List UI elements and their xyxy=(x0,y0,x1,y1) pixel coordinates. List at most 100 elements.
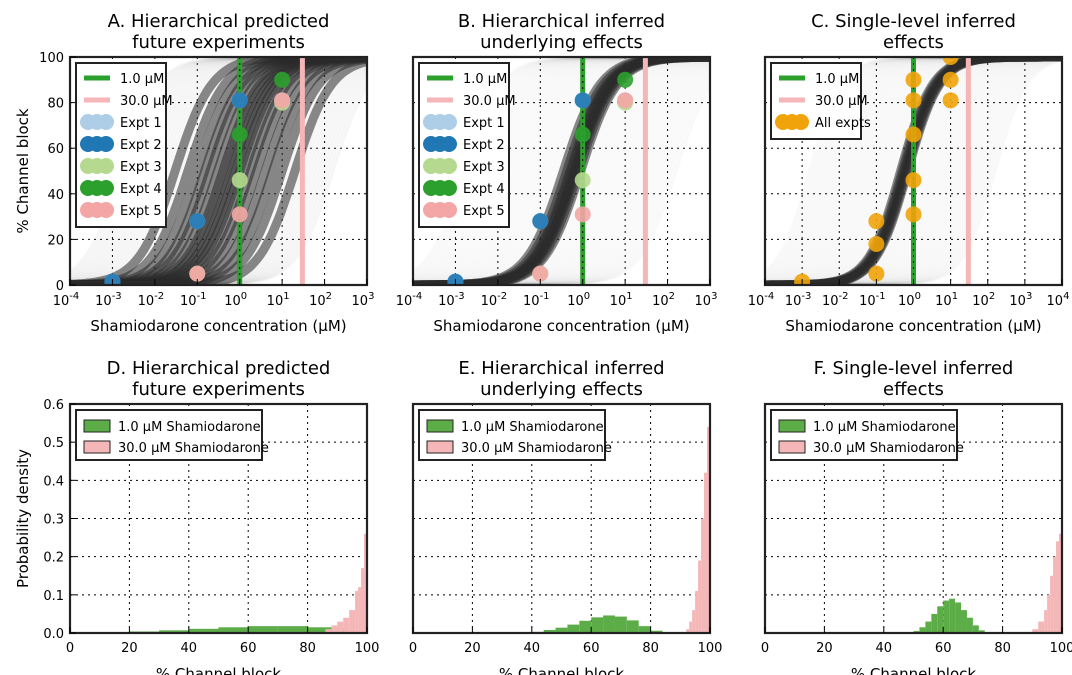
legend-dot-swatch xyxy=(441,114,457,130)
histogram-bar xyxy=(972,625,979,633)
histogram-bar xyxy=(698,560,702,633)
histogram-bar xyxy=(567,624,580,633)
histogram-bar xyxy=(686,629,690,633)
legend-dot-swatch xyxy=(98,114,114,130)
x-axis-label: % Channel block xyxy=(499,665,624,675)
legend-box-swatch xyxy=(83,419,111,433)
legend-dot-swatch xyxy=(98,136,114,152)
legend: 1.0 μM Shamiodarone 30.0 μM Shamiodarone xyxy=(418,409,612,461)
x-axis-label: % Channel block xyxy=(851,665,976,675)
histogram-bar xyxy=(638,626,651,633)
background-curve xyxy=(413,68,710,285)
background-curve xyxy=(70,57,367,282)
x-tick-label: 0 xyxy=(409,641,417,656)
legend-label: 1.0 μM xyxy=(120,72,164,87)
x-tick-label: 10-3 xyxy=(785,291,812,309)
y-tick-label: 0.2 xyxy=(43,551,64,566)
legend-label: Expt 1 xyxy=(463,116,505,131)
x-tick-label: 40 xyxy=(876,641,893,656)
legend-label: 30.0 μM Shamiodarone xyxy=(813,441,964,456)
data-point xyxy=(942,92,959,109)
x-tick-label: 103 xyxy=(695,291,718,309)
x-tick-label: 102 xyxy=(309,291,332,309)
data-point xyxy=(905,206,922,223)
histogram-bar xyxy=(603,615,615,633)
y-tick-label: 0.5 xyxy=(43,436,64,451)
legend-label: Expt 2 xyxy=(120,138,162,153)
panel-title: effects xyxy=(883,379,944,400)
legend-dot-swatch xyxy=(793,114,809,130)
y-tick-label: 60 xyxy=(47,142,64,157)
legend-label: 1.0 μM Shamiodarone xyxy=(813,420,956,435)
x-tick-label: 0 xyxy=(66,641,74,656)
background-curve xyxy=(413,57,710,284)
y-tick-label: 0.3 xyxy=(43,513,64,528)
legend: 1.0 μM 30.0 μM Expt 1 Expt 2 Expt 3 Expt 4 Exp… xyxy=(75,62,173,228)
y-tick-label: 80 xyxy=(47,97,64,112)
histogram-bar xyxy=(358,587,362,633)
legend-label: Expt 3 xyxy=(463,160,505,175)
histogram-bar xyxy=(704,472,708,633)
legend-dot-swatch xyxy=(98,202,114,218)
x-tick-label: 20 xyxy=(816,641,833,656)
background-curve xyxy=(413,64,710,285)
x-tick-label: 100 xyxy=(698,641,723,656)
histogram-bar xyxy=(626,620,639,633)
legend-label: Expt 1 xyxy=(120,116,162,131)
data-point xyxy=(942,57,959,65)
histogram-bar xyxy=(591,617,604,633)
axes-frame xyxy=(763,402,1064,635)
legend-dot-swatch xyxy=(441,180,457,196)
legend-dot-swatch xyxy=(441,158,457,174)
data-point xyxy=(231,92,248,109)
x-tick-label: 101 xyxy=(610,291,633,309)
panel-title: F. Single-level inferred xyxy=(814,358,1014,379)
y-tick-label: 40 xyxy=(47,188,64,203)
histogram-bar xyxy=(355,591,359,633)
x-tick-label: 0 xyxy=(761,641,769,656)
legend-label: Expt 5 xyxy=(120,204,162,219)
histogram-bar xyxy=(307,627,338,633)
x-axis-label: Shamiodarone concentration (μM) xyxy=(90,317,346,335)
legend-box-swatch xyxy=(778,440,806,454)
legend-label: All expts xyxy=(815,116,871,131)
histogram-bar xyxy=(966,617,973,633)
histogram-bar xyxy=(931,613,938,633)
x-axis-label: Shamiodarone concentration (μM) xyxy=(433,317,689,335)
background-curve xyxy=(413,57,710,282)
axes-frame xyxy=(68,55,369,287)
histogram-bar xyxy=(701,518,705,633)
histogram-bar xyxy=(1044,610,1048,633)
histogram-bar xyxy=(1038,621,1045,633)
legend-label: 30.0 μM Shamiodarone xyxy=(461,441,612,456)
legend: 1.0 μM Shamiodarone 30.0 μM Shamiodarone xyxy=(75,409,269,461)
x-tick-label: 60 xyxy=(583,641,600,656)
histogram-bar xyxy=(188,628,219,633)
data-point xyxy=(868,265,885,282)
legend-label: 1.0 μM Shamiodarone xyxy=(461,420,604,435)
panel-title: underlying effects xyxy=(480,379,643,400)
histogram-bar xyxy=(949,598,956,633)
x-tick-label: 10-3 xyxy=(95,291,122,309)
data-point xyxy=(617,92,634,109)
legend-label: Expt 5 xyxy=(463,204,505,219)
histogram-bar xyxy=(331,625,338,633)
axes-frame xyxy=(411,402,712,635)
panel-title: C. Single-level inferred xyxy=(811,11,1016,32)
x-tick-label: 60 xyxy=(240,641,257,656)
y-tick-label: 0.0 xyxy=(43,627,64,642)
histogram-bar xyxy=(325,629,332,633)
x-tick-label: 10-1 xyxy=(523,291,550,309)
data-point xyxy=(189,213,206,230)
histogram-bar xyxy=(1032,629,1039,633)
y-tick-label: 20 xyxy=(47,233,64,248)
background-curve xyxy=(70,57,367,284)
x-tick-label: 100 xyxy=(224,291,247,309)
legend-box-swatch xyxy=(426,419,454,433)
x-tick-label: 20 xyxy=(464,641,481,656)
histogram-bar xyxy=(692,610,696,633)
x-tick-label: 10-4 xyxy=(53,291,80,309)
histogram-bar xyxy=(943,600,950,633)
